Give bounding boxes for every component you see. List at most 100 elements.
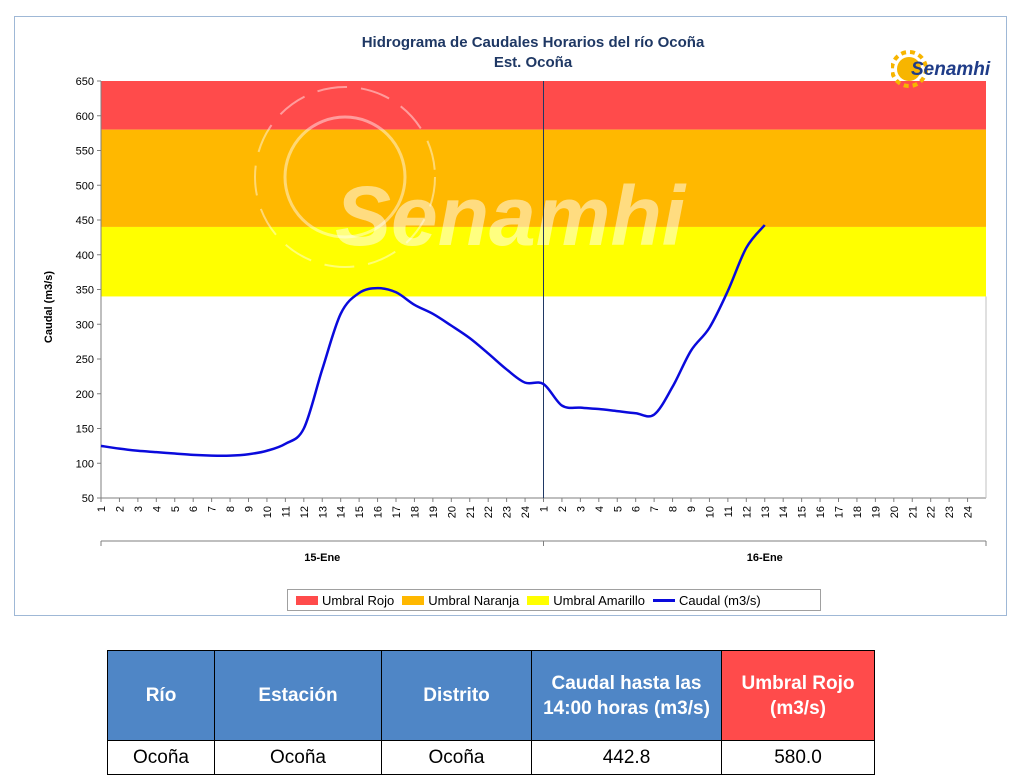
y-tick-label: 650 <box>76 76 94 88</box>
x-tick-label: 6 <box>188 506 200 512</box>
x-tick-label: 24 <box>963 506 975 518</box>
series-layer <box>100 224 766 457</box>
cell-rio: Ocoña <box>107 740 215 775</box>
header-caudal: Caudal hasta las 14:00 horas (m3/s) <box>531 650 722 741</box>
x-tick-label: 19 <box>428 506 440 518</box>
x-tick-label: 17 <box>391 506 403 518</box>
x-tick-label: 2 <box>114 506 126 512</box>
x-tick-label: 2 <box>557 506 569 512</box>
table-row: Ocoña Ocoña Ocoña 442.8 580.0 <box>107 740 875 775</box>
y-tick-label: 100 <box>76 458 94 470</box>
legend-swatch-rojo <box>296 595 318 605</box>
y-tick-label: 150 <box>76 424 94 436</box>
x-tick-label: 17 <box>834 506 846 518</box>
x-tick-label: 8 <box>225 506 237 512</box>
summary-table: Río Estación Distrito Caudal hasta las 1… <box>107 650 875 775</box>
x-tick-label: 10 <box>704 506 716 518</box>
x-tick-label: 15 <box>797 506 809 518</box>
x-tick-label: 16 <box>373 506 385 518</box>
x-tick-label: 20 <box>889 506 901 518</box>
header-umbral-rojo: Umbral Rojo (m3/s) <box>721 650 875 741</box>
x-tick-label: 4 <box>594 506 606 512</box>
watermark: Senamhi <box>254 86 687 268</box>
header-distrito: Distrito <box>381 650 532 741</box>
x-tick-label: 15 <box>354 506 366 518</box>
x-tick-label: 21 <box>907 506 919 518</box>
x-tick-label: 18 <box>852 506 864 518</box>
x-tick-label: 22 <box>483 506 495 518</box>
watermark-text: Senamhi <box>335 169 687 263</box>
x-tick-label: 5 <box>170 506 182 512</box>
cell-umbral-rojo: 580.0 <box>721 740 875 775</box>
x-tick-label: 23 <box>944 506 956 518</box>
x-tick-label: 7 <box>649 506 661 512</box>
x-tick-label: 3 <box>133 506 145 512</box>
x-tick-label: 23 <box>502 506 514 518</box>
hydrograph-chart: Hidrograma de Caudales Horarios del río … <box>43 34 987 564</box>
x-tick-label: 18 <box>409 506 421 518</box>
senamhi-logo: Senamhi <box>890 47 1001 91</box>
y-tick-label: 350 <box>76 285 94 297</box>
chart-subtitle: Est. Ocoña <box>494 54 573 71</box>
x-tick-label: 8 <box>668 506 680 512</box>
x-tick-label: 14 <box>336 506 348 518</box>
y-axis-label: Caudal (m3/s) <box>43 271 55 343</box>
x-tick-label: 6 <box>631 506 643 512</box>
x-tick-label: 5 <box>612 506 624 512</box>
y-tick-label: 500 <box>76 180 94 192</box>
chart-title: Hidrograma de Caudales Horarios del río … <box>362 34 705 51</box>
x-tick-label: 9 <box>686 506 698 512</box>
cell-estacion: Ocoña <box>214 740 382 775</box>
x-tick-label: 20 <box>446 506 458 518</box>
legend-line-caudal <box>653 598 676 602</box>
x-tick-label: 1 <box>96 506 108 512</box>
x-tick-label: 3 <box>575 506 587 512</box>
chart-legend: Umbral Rojo Umbral Naranja Umbral Amaril… <box>287 589 821 611</box>
x-tick-label: 22 <box>926 506 938 518</box>
chart-frame: Hidrograma de Caudales Horarios del río … <box>14 16 1007 616</box>
x-tick-label: 1 <box>539 506 551 512</box>
legend-label-rojo: Umbral Rojo <box>322 592 395 608</box>
y-tick-label: 250 <box>76 354 94 366</box>
x-tick-label: 16 <box>815 506 827 518</box>
x-tick-label: 12 <box>299 506 311 518</box>
header-estacion: Estación <box>214 650 382 741</box>
logo-text: Senamhi <box>911 59 991 80</box>
day-label-0: 15-Ene <box>304 552 340 564</box>
legend-item-rojo: Umbral Rojo <box>296 593 394 608</box>
header-rio: Río <box>107 650 215 741</box>
x-tick-label: 14 <box>778 506 790 518</box>
y-tick-label: 50 <box>82 493 94 505</box>
y-tick-label: 200 <box>76 389 94 401</box>
y-tick-label: 450 <box>76 215 94 227</box>
legend-label-caudal: Caudal (m3/s) <box>679 592 761 608</box>
x-tick-labels: 1 2 3 4 5 6 7 8 9 10 11 12 13 14 15 16 17 18 19 20 21 22 23 24 1… <box>96 498 975 518</box>
legend-swatch-amarillo <box>527 595 550 605</box>
y-tick-label: 550 <box>76 146 94 158</box>
table-header-row: Río Estación Distrito Caudal hasta las 1… <box>107 650 875 741</box>
y-tick-label: 300 <box>76 319 94 331</box>
day-label-1: 16-Ene <box>747 552 783 564</box>
legend-item-amarillo: Umbral Amarillo <box>527 593 645 608</box>
legend-label-amarillo: Umbral Amarillo <box>553 592 646 608</box>
x-tick-label: 4 <box>151 506 163 512</box>
y-tick-label: 600 <box>76 111 94 123</box>
watermark-sun-icon <box>254 86 436 268</box>
cell-distrito: Ocoña <box>381 740 532 775</box>
cell-caudal: 442.8 <box>531 740 722 775</box>
legend-label-naranja: Umbral Naranja <box>428 592 520 608</box>
x-tick-label: 11 <box>280 506 292 517</box>
legend-item-caudal: Caudal (m3/s) <box>653 593 761 608</box>
day-labels: 15-Ene 16-Ene <box>100 540 987 564</box>
x-tick-label: 13 <box>760 506 772 518</box>
x-tick-label: 19 <box>870 506 882 518</box>
series-line-caudal <box>100 224 766 457</box>
legend-item-naranja: Umbral Naranja <box>402 593 519 608</box>
x-tick-label: 21 <box>465 506 477 518</box>
x-tick-label: 24 <box>520 506 532 518</box>
x-tick-label: 12 <box>741 506 753 518</box>
y-tick-label: 400 <box>76 250 94 262</box>
x-tick-label: 7 <box>207 506 219 512</box>
x-tick-label: 13 <box>317 506 329 518</box>
x-tick-label: 10 <box>262 506 274 518</box>
